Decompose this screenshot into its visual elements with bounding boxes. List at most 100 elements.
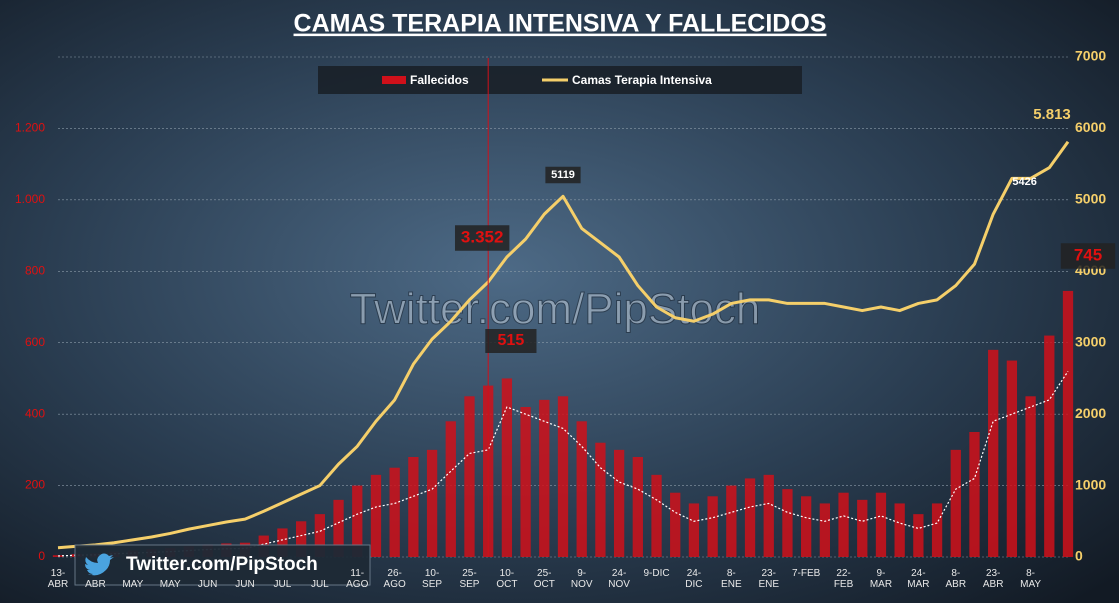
bar [707,496,718,557]
legend-label: Fallecidos [410,73,469,87]
x-tick-label: ABR [85,579,106,590]
x-tick-label: 9- MAR [869,568,893,590]
x-tick-label: 8- MAY [1020,568,1042,590]
annotation: 5426 [1012,176,1036,188]
bar [501,378,513,557]
y-tick-label: 1.200 [15,121,45,135]
x-tick-label: MAY [159,579,181,590]
bar [557,396,569,557]
bar [801,496,812,557]
bar [819,503,830,557]
bar [1006,360,1018,557]
y2-tick-label: 2000 [1075,405,1106,421]
bar [408,457,419,557]
annotation: 515 [498,332,525,349]
x-tick-label: 10- OCT [496,568,518,590]
y2-tick-label: 7000 [1075,48,1106,64]
annotation-box [454,225,510,251]
bar [464,396,475,557]
x-tick-label: 25- OCT [533,568,555,590]
bar [1062,290,1074,557]
y2-tick-label: 6000 [1075,119,1106,135]
bar [969,432,980,557]
bar [894,503,905,557]
bar [875,492,887,557]
x-tick-label: 9- NOV [570,568,593,590]
annotation: 745 [1074,245,1102,264]
bar [988,349,999,557]
bar [352,485,363,557]
legend-label: Camas Terapia Intensiva [572,73,712,87]
x-tick-label: 26- AGO [383,568,406,590]
chart-title: CAMAS TERAPIA INTENSIVA Y FALLECIDOS [294,10,827,38]
x-tick-label: JUL [273,579,292,590]
bar [913,514,924,557]
bar [613,449,625,557]
bar [539,399,550,557]
bar [726,485,737,557]
bar [314,514,325,557]
bar [744,478,756,557]
x-tick-label: 24- DIC [685,568,703,590]
y2-tick-label: 5000 [1075,191,1106,207]
bar [688,503,700,557]
annotation: 3.352 [461,227,504,246]
bar [296,521,307,557]
x-tick-label: 11- AGO [346,568,369,590]
bar [595,442,606,557]
x-tick-label: 22- FEB [833,568,854,590]
bar [576,421,587,557]
banner-text: Twitter.com/PipStoch [126,554,318,575]
x-tick-label: 8- ENE [721,568,742,590]
annotation: 5.813 [1033,106,1071,123]
bar [950,449,961,557]
bar [277,528,288,557]
annotation-box [485,329,537,353]
bar [651,474,662,557]
bar [389,467,400,557]
bar [632,457,643,557]
x-tick-label: 24- MAR [907,568,930,590]
y-tick-label: 0 [38,549,45,563]
annotation-box [1060,243,1116,269]
bar [931,503,943,557]
annotation-box [545,166,581,184]
bar [1044,335,1055,557]
y-tick-label: 600 [25,335,45,349]
y-tick-label: 200 [25,478,45,492]
y2-tick-label: 3000 [1075,333,1106,349]
bar [426,449,438,557]
x-tick-label: JUN [235,579,255,590]
bar [445,421,456,557]
y2-tick-label: 1000 [1075,476,1106,492]
x-tick-label: 8- ABR [945,568,967,590]
twitter-icon [85,553,114,576]
x-tick-label: 7-FEB [791,568,821,579]
banner-box [74,544,371,586]
y-tick-label: 400 [25,406,45,420]
x-tick-label: JUN [197,579,218,590]
bar [763,474,774,557]
bar [333,499,344,557]
x-tick-label: 10- SEP [422,568,443,590]
bar [857,499,868,557]
bar [670,492,681,557]
x-tick-label: 24- NOV [608,568,630,590]
y2-tick-label: 0 [1075,548,1083,564]
legend-swatch [382,76,406,84]
annotation: 5119 [551,169,575,181]
x-tick-label: 9-DIC [643,568,670,579]
x-tick-label: 23- ENE [758,568,780,590]
x-tick-label: JUL [310,579,329,590]
bar [1025,396,1036,557]
bar [838,492,849,557]
watermark: Twitter.com/PipStoch [350,285,761,334]
bar [782,489,793,557]
bar [52,555,64,557]
y-tick-label: 800 [25,263,45,277]
x-tick-label: 13- ABR [47,568,69,590]
bar [370,474,382,557]
y-tick-label: 1.000 [15,192,45,206]
